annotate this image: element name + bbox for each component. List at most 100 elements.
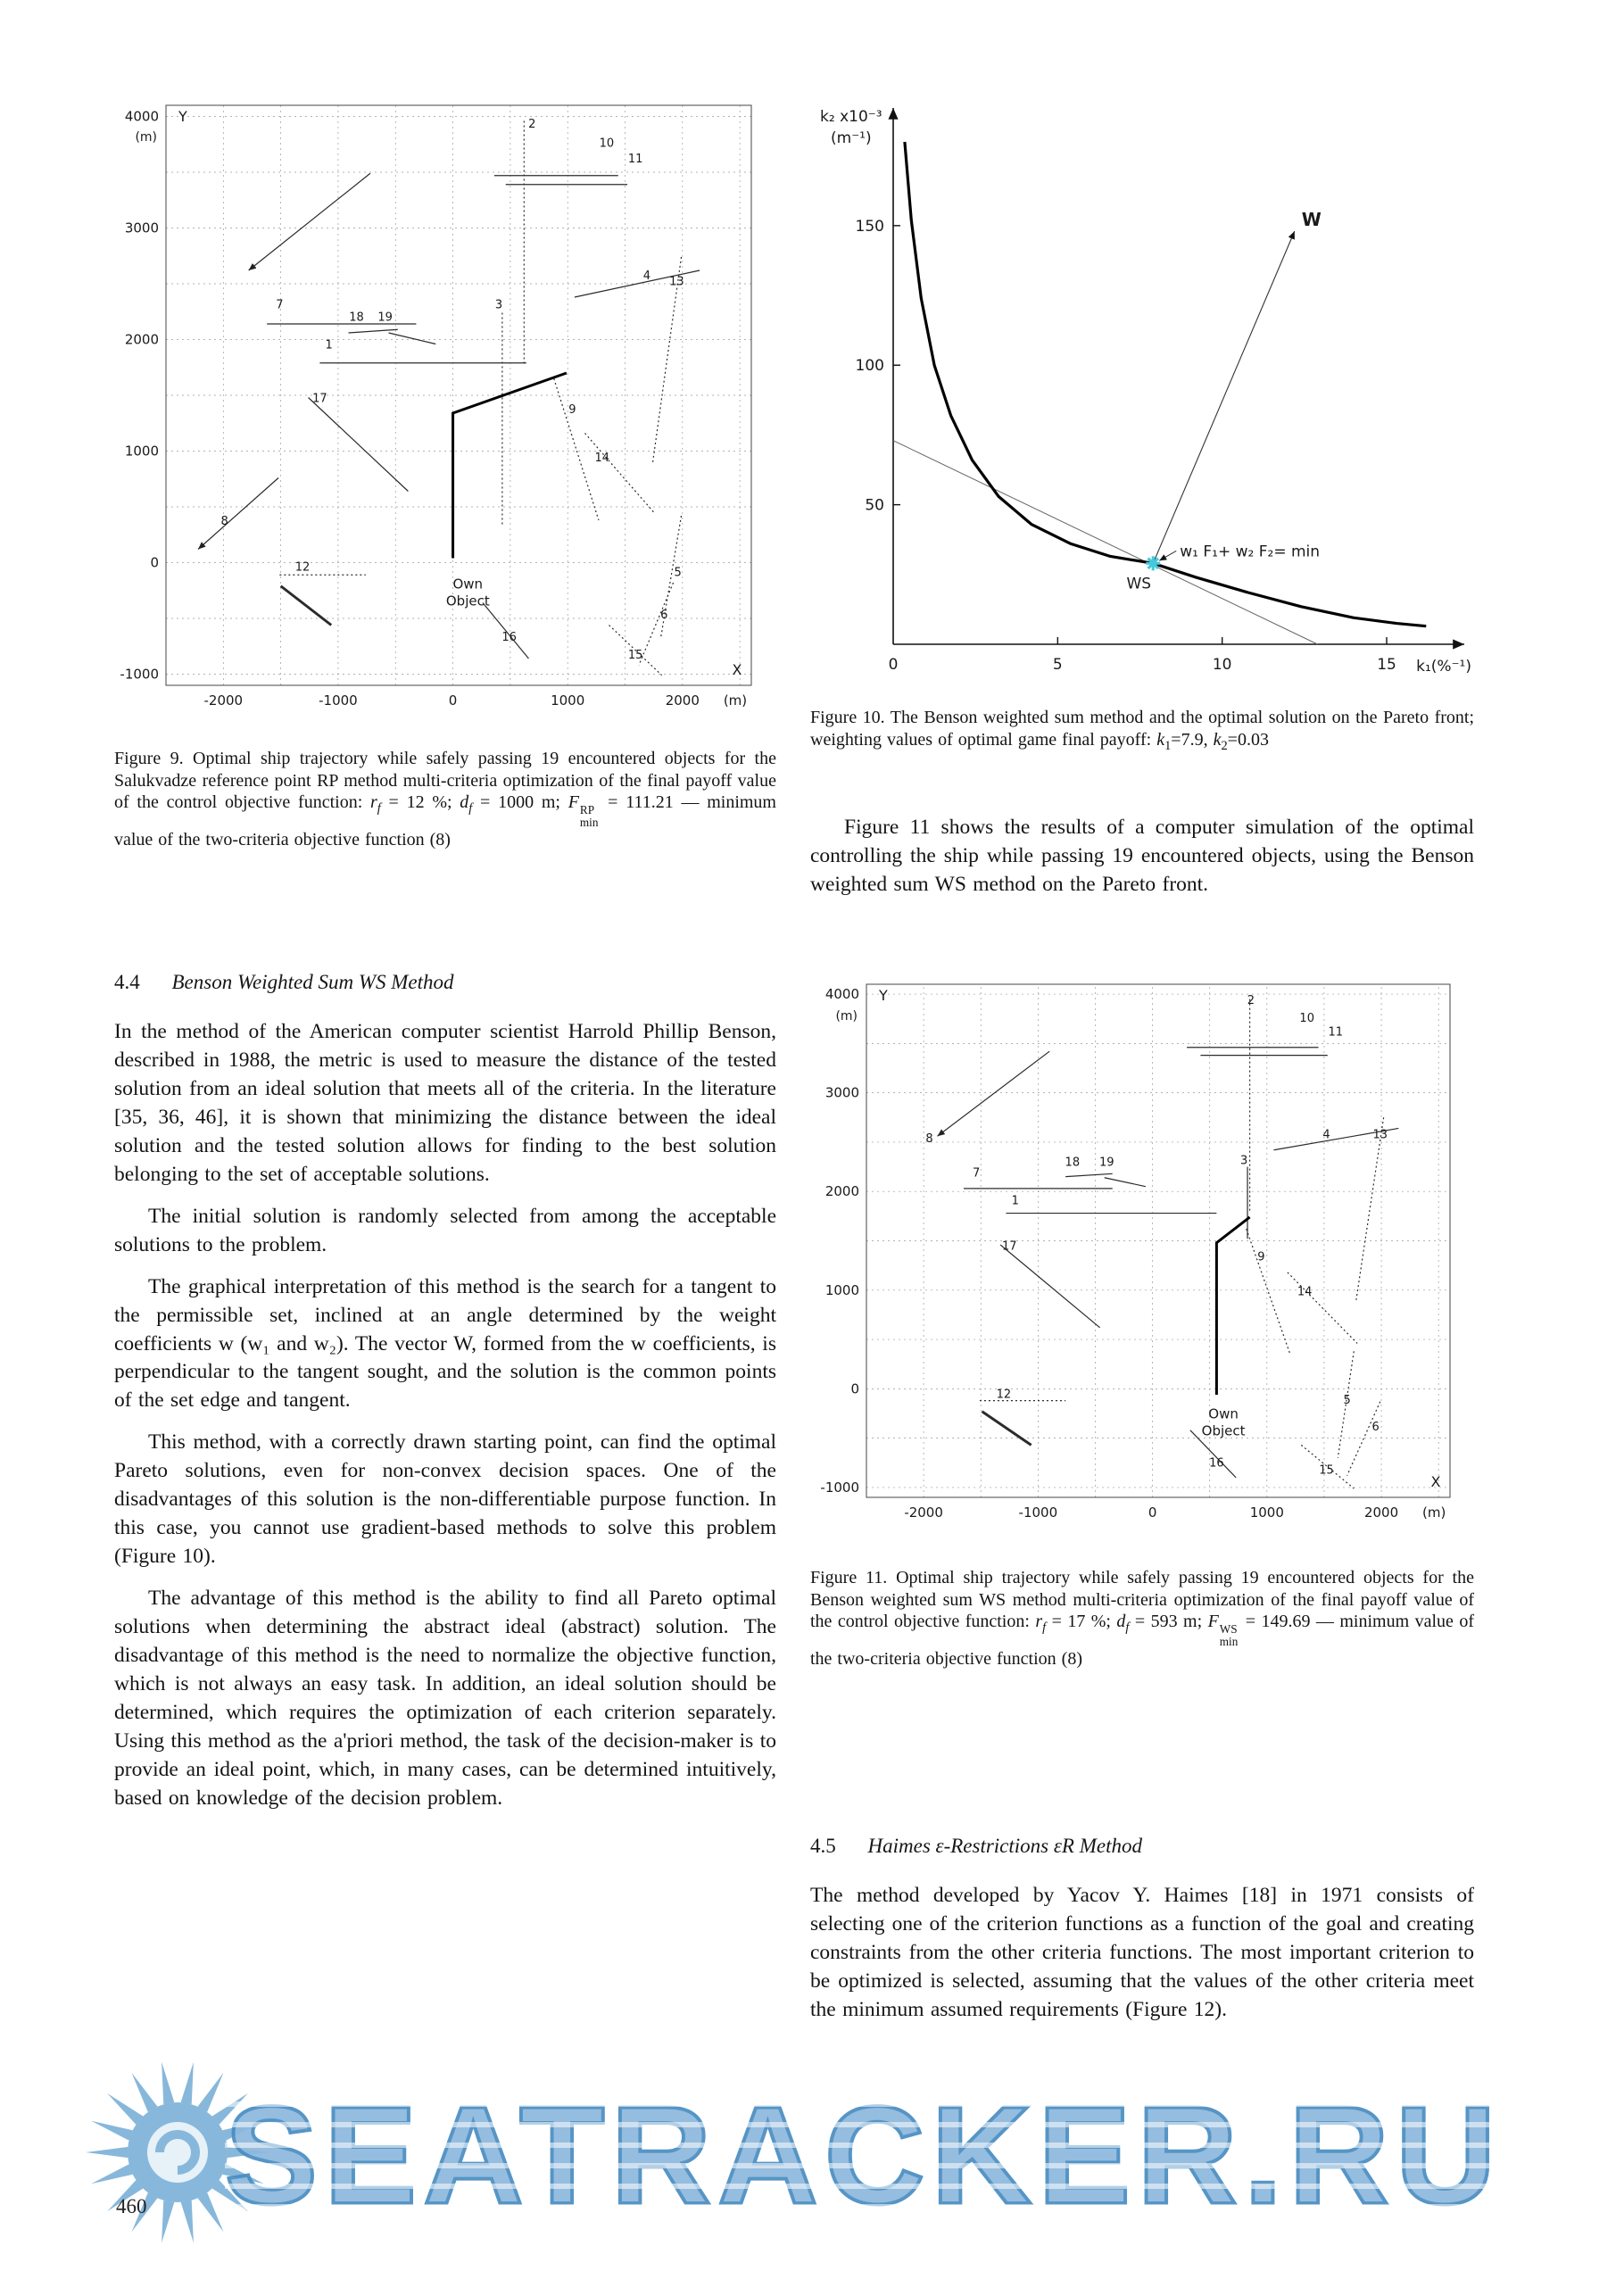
svg-text:0: 0 [850, 1380, 859, 1397]
svg-text:11: 11 [1328, 1026, 1343, 1040]
paragraph-figure-11-intro: Figure 11 shows the results of a compute… [810, 816, 1474, 896]
svg-text:5: 5 [1343, 1394, 1350, 1407]
svg-text:3000: 3000 [125, 220, 159, 236]
svg-text:3000: 3000 [825, 1085, 859, 1101]
svg-text:(m): (m) [835, 1009, 858, 1024]
figure-11: -2000 -1000 0 1000 2000 (m) -1000 0 1000 2000 3000… [808, 968, 1475, 1544]
svg-text:14: 14 [1297, 1285, 1313, 1298]
svg-text:6: 6 [660, 609, 667, 622]
svg-text:10: 10 [1299, 1012, 1314, 1025]
svg-text:1000: 1000 [1250, 1504, 1284, 1521]
svg-text:Y: Y [178, 108, 187, 125]
section-4-5: 4.5 Haimes ε-Restrictions εR Method The … [810, 1835, 1474, 2038]
svg-text:5: 5 [1053, 656, 1063, 674]
svg-text:k₁(%⁻¹): k₁(%⁻¹) [1416, 658, 1471, 676]
svg-text:15: 15 [1377, 656, 1396, 674]
svg-text:X: X [1431, 1473, 1441, 1490]
svg-text:Own: Own [1208, 1406, 1239, 1422]
svg-text:-1000: -1000 [319, 692, 358, 709]
svg-text:1000: 1000 [825, 1282, 859, 1298]
svg-text:-1000: -1000 [120, 667, 159, 683]
svg-text:13: 13 [1373, 1129, 1388, 1142]
svg-text:0: 0 [150, 555, 159, 571]
svg-text:12: 12 [997, 1388, 1012, 1401]
svg-text:11: 11 [628, 153, 643, 166]
section-4-5-title: Haimes ε-Restrictions εR Method [867, 1835, 1143, 1857]
section-4-4-title: Benson Weighted Sum WS Method [171, 971, 454, 993]
svg-text:W: W [1302, 209, 1322, 230]
svg-text:17: 17 [312, 393, 327, 406]
paragraph-benson-4: This method, with a correctly drawn star… [114, 1430, 776, 1569]
paragraph-benson-3: The graphical interpretation of this met… [114, 1274, 776, 1413]
svg-text:X: X [733, 661, 742, 678]
svg-text:Y: Y [878, 987, 888, 1004]
svg-text:3: 3 [1240, 1154, 1247, 1167]
svg-text:7: 7 [973, 1167, 980, 1181]
svg-text:8: 8 [925, 1132, 932, 1146]
svg-text:12: 12 [295, 560, 311, 574]
svg-text:8: 8 [220, 515, 228, 528]
svg-text:50: 50 [865, 497, 884, 515]
svg-text:Own: Own [452, 576, 483, 592]
watermark-text: SEATRACKER.RU [223, 2078, 1503, 2234]
svg-text:15: 15 [628, 649, 643, 662]
page-number: 460 [116, 2195, 147, 2217]
svg-text:w₁ F₁+ w₂ F₂= min: w₁ F₁+ w₂ F₂= min [1180, 543, 1320, 560]
svg-text:(m): (m) [1422, 1504, 1446, 1521]
svg-text:k₂ x10⁻³: k₂ x10⁻³ [820, 108, 882, 126]
svg-text:10: 10 [1213, 656, 1232, 674]
svg-text:(m): (m) [724, 692, 747, 709]
svg-text:1: 1 [1012, 1195, 1019, 1208]
svg-text:10: 10 [600, 137, 615, 150]
svg-text:0: 0 [449, 692, 458, 709]
svg-text:150: 150 [856, 218, 884, 236]
section-4-4-heading: 4.4 Benson Weighted Sum WS Method [114, 971, 776, 994]
svg-text:Object: Object [446, 593, 490, 609]
figure-11-caption: Figure 11. Optimal ship trajectory while… [810, 1568, 1474, 1669]
svg-text:6: 6 [1372, 1421, 1380, 1434]
svg-text:0: 0 [889, 656, 899, 674]
svg-text:4: 4 [643, 269, 650, 283]
svg-text:-1000: -1000 [1019, 1504, 1058, 1521]
svg-text:9: 9 [568, 403, 576, 417]
svg-text:-1000: -1000 [820, 1480, 859, 1496]
svg-text:3: 3 [495, 299, 502, 312]
section-4-5-heading: 4.5 Haimes ε-Restrictions εR Method [810, 1835, 1474, 1858]
svg-text:100: 100 [856, 357, 884, 375]
paragraph-benson-5: The advantage of this method is the abil… [114, 1587, 776, 1810]
svg-text:17: 17 [1002, 1239, 1017, 1253]
svg-text:0: 0 [1148, 1504, 1157, 1521]
svg-text:(m): (m) [135, 130, 157, 145]
svg-text:14: 14 [595, 452, 610, 465]
svg-text:15: 15 [1319, 1463, 1334, 1477]
svg-text:4000: 4000 [125, 109, 159, 125]
svg-text:7: 7 [276, 299, 283, 312]
svg-text:2000: 2000 [1364, 1504, 1398, 1521]
svg-text:-2000: -2000 [904, 1504, 943, 1521]
figure-11-chart: -2000 -1000 0 1000 2000 (m) -1000 0 1000 2000 3000… [808, 968, 1475, 1544]
figure-10-chart: 50 100 150 0 5 10 15 W WS w₁ F₁+ w₂ F₂= min k₂ x10… [808, 89, 1475, 696]
svg-text:19: 19 [1099, 1156, 1114, 1169]
svg-text:18: 18 [349, 311, 364, 324]
svg-text:4000: 4000 [825, 986, 859, 1002]
svg-text:2: 2 [1247, 994, 1255, 1007]
svg-text:1: 1 [326, 339, 333, 352]
svg-text:16: 16 [1209, 1457, 1224, 1471]
section-4-5-number: 4.5 [810, 1835, 836, 1857]
svg-text:1000: 1000 [551, 692, 584, 709]
svg-text:2000: 2000 [825, 1183, 859, 1199]
svg-text:4: 4 [1322, 1129, 1330, 1142]
svg-text:19: 19 [377, 311, 393, 324]
figure-10-caption: Figure 10. The Benson weighted sum metho… [810, 708, 1474, 753]
svg-text:WS: WS [1126, 575, 1151, 593]
svg-text:18: 18 [1065, 1156, 1081, 1169]
svg-text:2: 2 [528, 118, 535, 131]
paragraph-haimes-1: The method developed by Yacov Y. Haimes … [810, 1884, 1474, 2021]
svg-text:Object: Object [1202, 1423, 1246, 1439]
svg-text:13: 13 [669, 275, 684, 288]
figure-9: -2000 -1000 0 1000 2000 (m) -1000 0 1000 2000 3000… [107, 89, 776, 732]
section-4-4: 4.4 Benson Weighted Sum WS Method In the… [114, 971, 776, 1827]
svg-text:2000: 2000 [666, 692, 700, 709]
paragraph-benson-2: The initial solution is randomly selecte… [114, 1204, 776, 1256]
